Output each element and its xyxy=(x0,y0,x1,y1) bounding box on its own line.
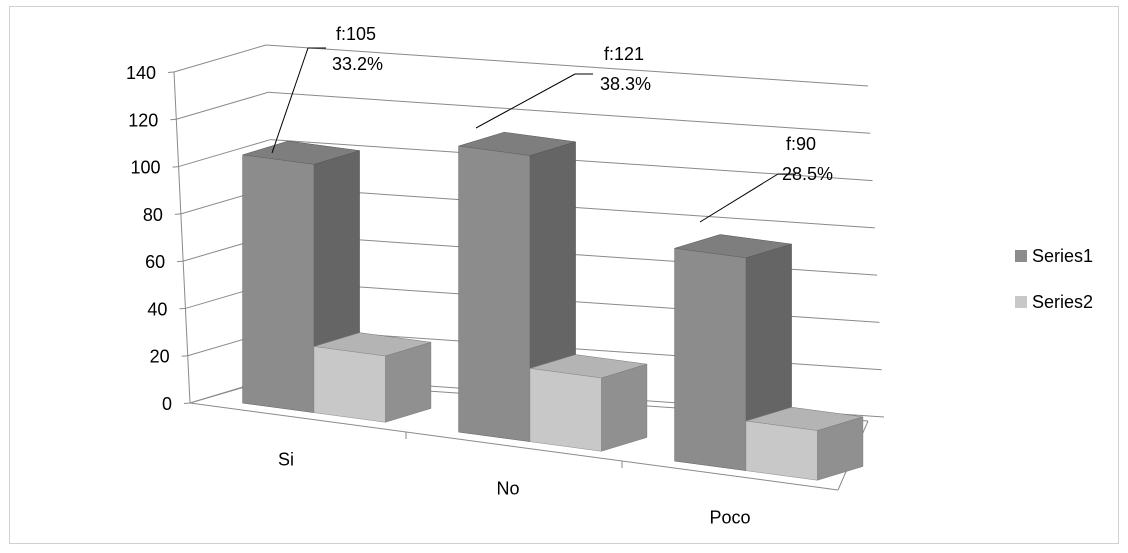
bar-Series1-Poco xyxy=(674,248,747,471)
wall-gridline-left xyxy=(178,139,271,168)
annotation-leader-line xyxy=(271,47,309,154)
annotation-label-percent: 33.2% xyxy=(332,54,383,74)
bar-Series1-Si xyxy=(242,154,315,413)
legend-swatch-Series1 xyxy=(1015,250,1027,262)
bar-Series1-No xyxy=(458,145,531,442)
annotation-label-freq: f:121 xyxy=(604,44,644,64)
legend-swatch-Series2 xyxy=(1015,296,1027,308)
annotation-leader-line xyxy=(699,173,779,223)
annotation-leader-line xyxy=(475,73,576,129)
y-tick-mark xyxy=(181,355,188,357)
x-category-label: Poco xyxy=(709,508,750,528)
bar-Series2-Si xyxy=(313,346,386,423)
y-tick-mark xyxy=(174,213,181,215)
wall-gridline-back xyxy=(265,44,869,87)
y-tick-label: 60 xyxy=(145,252,165,272)
y-tick-label: 140 xyxy=(126,63,156,83)
x-axis-front-line xyxy=(189,402,839,491)
y-tick-label: 80 xyxy=(143,205,163,225)
y-tick-label: 0 xyxy=(162,394,172,414)
y-tick-mark xyxy=(167,71,175,73)
x-category-label: Si xyxy=(278,450,294,470)
annotation-label-percent: 38.3% xyxy=(600,74,651,94)
annotation-label-freq: f:90 xyxy=(786,134,816,154)
wall-gridline-left xyxy=(173,44,267,73)
x-category-label: No xyxy=(496,479,519,499)
y-tick-label: 20 xyxy=(150,347,170,367)
y-tick-mark xyxy=(183,402,191,404)
wall-gridline-back xyxy=(268,91,871,134)
annotation-label-percent: 28.5% xyxy=(782,164,833,184)
bar-Series2-Poco xyxy=(745,420,818,481)
y-tick-mark xyxy=(172,166,179,168)
y-tick-mark xyxy=(170,118,177,121)
wall-gridline-left xyxy=(176,91,269,120)
y-axis-line xyxy=(173,71,191,404)
bar-side-Series2-No xyxy=(601,363,648,452)
y-tick-mark xyxy=(177,260,184,263)
legend-label-Series2: Series2 xyxy=(1032,292,1093,312)
y-tick-label: 40 xyxy=(147,299,167,319)
bar-Series2-No xyxy=(529,368,602,452)
y-tick-label: 100 xyxy=(131,158,161,178)
y-tick-label: 120 xyxy=(128,110,158,130)
y-tick-mark xyxy=(179,307,186,310)
annotation-label-freq: f:105 xyxy=(336,24,376,44)
bar-side-Series2-Si xyxy=(385,341,432,423)
legend-label-Series1: Series1 xyxy=(1032,246,1093,266)
